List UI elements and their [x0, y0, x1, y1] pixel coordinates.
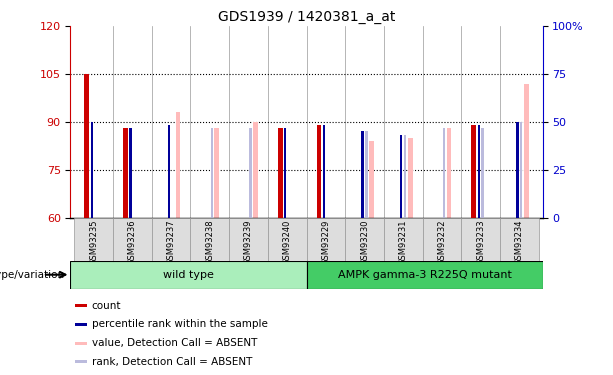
Bar: [129, 128, 132, 217]
Bar: [278, 128, 283, 217]
Bar: [75, 342, 87, 345]
Text: GSM93237: GSM93237: [167, 220, 175, 265]
Bar: [316, 125, 321, 218]
Bar: [362, 132, 364, 218]
Bar: [345, 217, 384, 261]
Bar: [253, 122, 257, 218]
Text: GSM93232: GSM93232: [438, 220, 446, 265]
Text: GSM93239: GSM93239: [244, 220, 253, 265]
Text: genotype/variation: genotype/variation: [0, 270, 64, 280]
Bar: [168, 125, 170, 218]
Text: wild type: wild type: [163, 270, 214, 280]
Bar: [400, 135, 403, 218]
Text: GSM93233: GSM93233: [476, 220, 485, 265]
Text: GSM93230: GSM93230: [360, 220, 369, 265]
Bar: [113, 217, 152, 261]
Bar: [284, 128, 286, 217]
Bar: [481, 128, 484, 217]
Text: GSM93231: GSM93231: [398, 220, 408, 265]
Bar: [70, 261, 306, 289]
Bar: [123, 128, 128, 217]
Text: AMPK gamma-3 R225Q mutant: AMPK gamma-3 R225Q mutant: [338, 270, 511, 280]
Bar: [365, 132, 368, 218]
Bar: [422, 217, 461, 261]
Bar: [408, 138, 413, 218]
Bar: [384, 217, 422, 261]
Bar: [75, 360, 87, 363]
Bar: [215, 128, 219, 217]
Bar: [306, 217, 345, 261]
Bar: [369, 141, 374, 218]
Text: GSM93240: GSM93240: [283, 220, 292, 265]
Bar: [306, 261, 543, 289]
Text: value, Detection Call = ABSENT: value, Detection Call = ABSENT: [92, 338, 257, 348]
Bar: [461, 217, 500, 261]
Text: percentile rank within the sample: percentile rank within the sample: [92, 320, 268, 329]
Bar: [471, 125, 476, 218]
Bar: [176, 112, 180, 218]
Text: GSM93236: GSM93236: [128, 220, 137, 265]
Bar: [75, 304, 87, 307]
Bar: [500, 217, 539, 261]
Bar: [249, 128, 251, 217]
Text: rank, Detection Call = ABSENT: rank, Detection Call = ABSENT: [92, 357, 252, 367]
Bar: [446, 128, 451, 217]
Bar: [210, 128, 213, 217]
Bar: [323, 125, 325, 218]
Bar: [85, 74, 89, 217]
Text: GSM93238: GSM93238: [205, 220, 215, 265]
Text: GSM93229: GSM93229: [321, 220, 330, 265]
Bar: [152, 217, 191, 261]
Bar: [75, 323, 87, 326]
Bar: [443, 128, 445, 217]
Text: GSM93235: GSM93235: [89, 220, 98, 265]
Bar: [191, 217, 229, 261]
Bar: [520, 122, 522, 218]
Title: GDS1939 / 1420381_a_at: GDS1939 / 1420381_a_at: [218, 10, 395, 24]
Bar: [516, 122, 519, 218]
Bar: [268, 217, 306, 261]
Bar: [229, 217, 268, 261]
Bar: [404, 135, 406, 218]
Text: GSM93234: GSM93234: [515, 220, 524, 265]
Text: count: count: [92, 301, 121, 310]
Bar: [74, 217, 113, 261]
Bar: [91, 122, 93, 218]
Bar: [478, 125, 480, 218]
Bar: [524, 84, 528, 218]
